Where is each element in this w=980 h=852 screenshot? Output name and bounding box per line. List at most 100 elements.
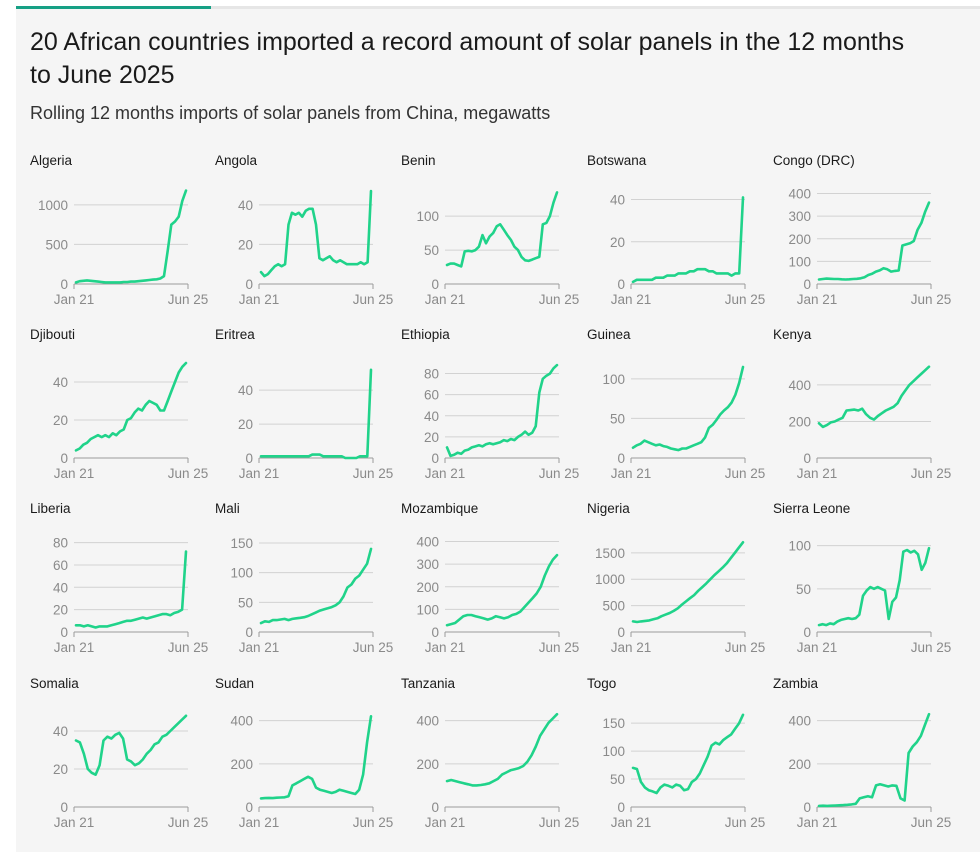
y-tick-label: 50 (610, 411, 625, 426)
series-line-congo-drc (817, 201, 931, 281)
x-tick-label: Jan 21 (239, 640, 280, 655)
country-label: Mali (215, 501, 240, 516)
y-tick-label: 20 (238, 417, 253, 432)
y-tick-label: 1500 (595, 546, 625, 561)
x-tick-label: Jun 25 (539, 292, 580, 307)
panel-benin: Benin 0 50 100 Jan 21 Jun 25 (401, 153, 579, 307)
x-tick-label: Jun 25 (911, 815, 952, 830)
series-line-mali (259, 547, 373, 625)
y-tick-label: 500 (602, 599, 625, 614)
panel-liberia: Liberia 0 20 40 60 80 Jan 21 Jun 25 (30, 501, 208, 655)
x-tick-label: Jan 21 (611, 815, 652, 830)
x-tick-label: Jan 21 (239, 292, 280, 307)
panel-togo: Togo 0 50 100 150 Jan 21 Jun 25 (587, 676, 765, 830)
y-tick-label: 60 (424, 388, 439, 403)
panel-guinea: Guinea 0 50 100 Jan 21 Jun 25 (587, 327, 765, 481)
series-line-algeria (74, 189, 188, 284)
x-tick-label: Jun 25 (353, 466, 394, 481)
series-line-djibouti (74, 361, 188, 452)
y-tick-label: 20 (53, 603, 68, 618)
x-tick-label: Jan 21 (797, 466, 838, 481)
y-tick-label: 40 (238, 198, 253, 213)
series-line-zambia (817, 712, 931, 808)
series-line-guinea (631, 365, 745, 452)
x-tick-label: Jun 25 (911, 292, 952, 307)
country-label: Mozambique (401, 501, 478, 516)
country-label: Botswana (587, 153, 647, 168)
y-tick-label: 20 (424, 430, 439, 445)
y-tick-label: 200 (230, 757, 253, 772)
panel-algeria: Algeria 0 500 1000 Jan 21 Jun 25 (30, 153, 208, 307)
y-tick-label: 0 (431, 277, 439, 292)
y-tick-label: 100 (416, 209, 439, 224)
x-tick-label: Jan 21 (54, 640, 95, 655)
x-tick-label: Jun 25 (168, 815, 209, 830)
y-tick-label: 200 (788, 414, 811, 429)
series-line-angola (259, 189, 373, 278)
country-label: Somalia (30, 676, 79, 691)
series-line-tanzania (445, 712, 559, 787)
x-tick-label: Jun 25 (725, 815, 766, 830)
y-tick-label: 50 (796, 582, 811, 597)
panel-botswana: Botswana 0 20 40 Jan 21 Jun 25 (587, 153, 765, 307)
x-tick-label: Jun 25 (353, 640, 394, 655)
y-tick-label: 500 (45, 237, 68, 252)
series-line-liberia (74, 550, 188, 629)
y-tick-label: 0 (803, 277, 811, 292)
y-tick-label: 80 (53, 536, 68, 551)
x-tick-label: Jan 21 (611, 292, 652, 307)
y-tick-label: 300 (416, 557, 439, 572)
x-tick-label: Jun 25 (539, 466, 580, 481)
x-tick-label: Jun 25 (168, 292, 209, 307)
y-tick-label: 60 (53, 558, 68, 573)
panel-zambia: Zambia 0 200 400 Jan 21 Jun 25 (773, 676, 951, 830)
y-tick-label: 200 (788, 757, 811, 772)
y-tick-label: 0 (431, 625, 439, 640)
series-line-somalia (74, 714, 188, 776)
y-tick-label: 0 (60, 800, 68, 815)
series-line-botswana (631, 196, 745, 284)
top-rule-accent (16, 6, 211, 9)
country-label: Djibouti (30, 327, 75, 342)
panel-mali: Mali 0 50 100 150 Jan 21 Jun 25 (215, 501, 393, 655)
y-tick-label: 20 (53, 762, 68, 777)
x-tick-label: Jun 25 (911, 466, 952, 481)
x-tick-label: Jan 21 (611, 640, 652, 655)
y-tick-label: 0 (617, 451, 625, 466)
country-label: Zambia (773, 676, 819, 691)
country-label: Kenya (773, 327, 812, 342)
y-tick-label: 1000 (38, 198, 68, 213)
panel-sudan: Sudan 0 200 400 Jan 21 Jun 25 (215, 676, 393, 830)
x-tick-label: Jun 25 (353, 292, 394, 307)
y-tick-label: 40 (610, 193, 625, 208)
country-label: Liberia (30, 501, 71, 516)
panel-ethiopia: Ethiopia 0 20 40 60 80 Jan 21 Jun 25 (401, 327, 579, 481)
country-label: Guinea (587, 327, 631, 342)
panel-nigeria: Nigeria 0 500 1000 1500 Jan 21 Jun 25 (587, 501, 765, 655)
y-tick-label: 80 (424, 367, 439, 382)
y-tick-label: 400 (416, 714, 439, 729)
y-tick-label: 40 (53, 375, 68, 390)
y-tick-label: 20 (53, 413, 68, 428)
y-tick-label: 50 (424, 243, 439, 258)
country-label: Ethiopia (401, 327, 450, 342)
country-label: Sudan (215, 676, 254, 691)
y-tick-label: 400 (788, 378, 811, 393)
panel-djibouti: Djibouti 0 20 40 Jan 21 Jun 25 (30, 327, 208, 481)
series-line-benin (445, 191, 559, 268)
country-label: Eritrea (215, 327, 255, 342)
x-tick-label: Jun 25 (168, 640, 209, 655)
series-line-togo (631, 713, 745, 795)
y-tick-label: 0 (803, 625, 811, 640)
x-tick-label: Jan 21 (797, 292, 838, 307)
country-label: Congo (DRC) (773, 153, 855, 168)
x-tick-label: Jan 21 (797, 640, 838, 655)
y-tick-label: 400 (788, 187, 811, 202)
y-tick-label: 50 (238, 595, 253, 610)
y-tick-label: 50 (610, 772, 625, 787)
country-label: Togo (587, 676, 616, 691)
x-tick-label: Jan 21 (425, 292, 466, 307)
x-tick-label: Jun 25 (539, 640, 580, 655)
y-tick-label: 0 (431, 451, 439, 466)
